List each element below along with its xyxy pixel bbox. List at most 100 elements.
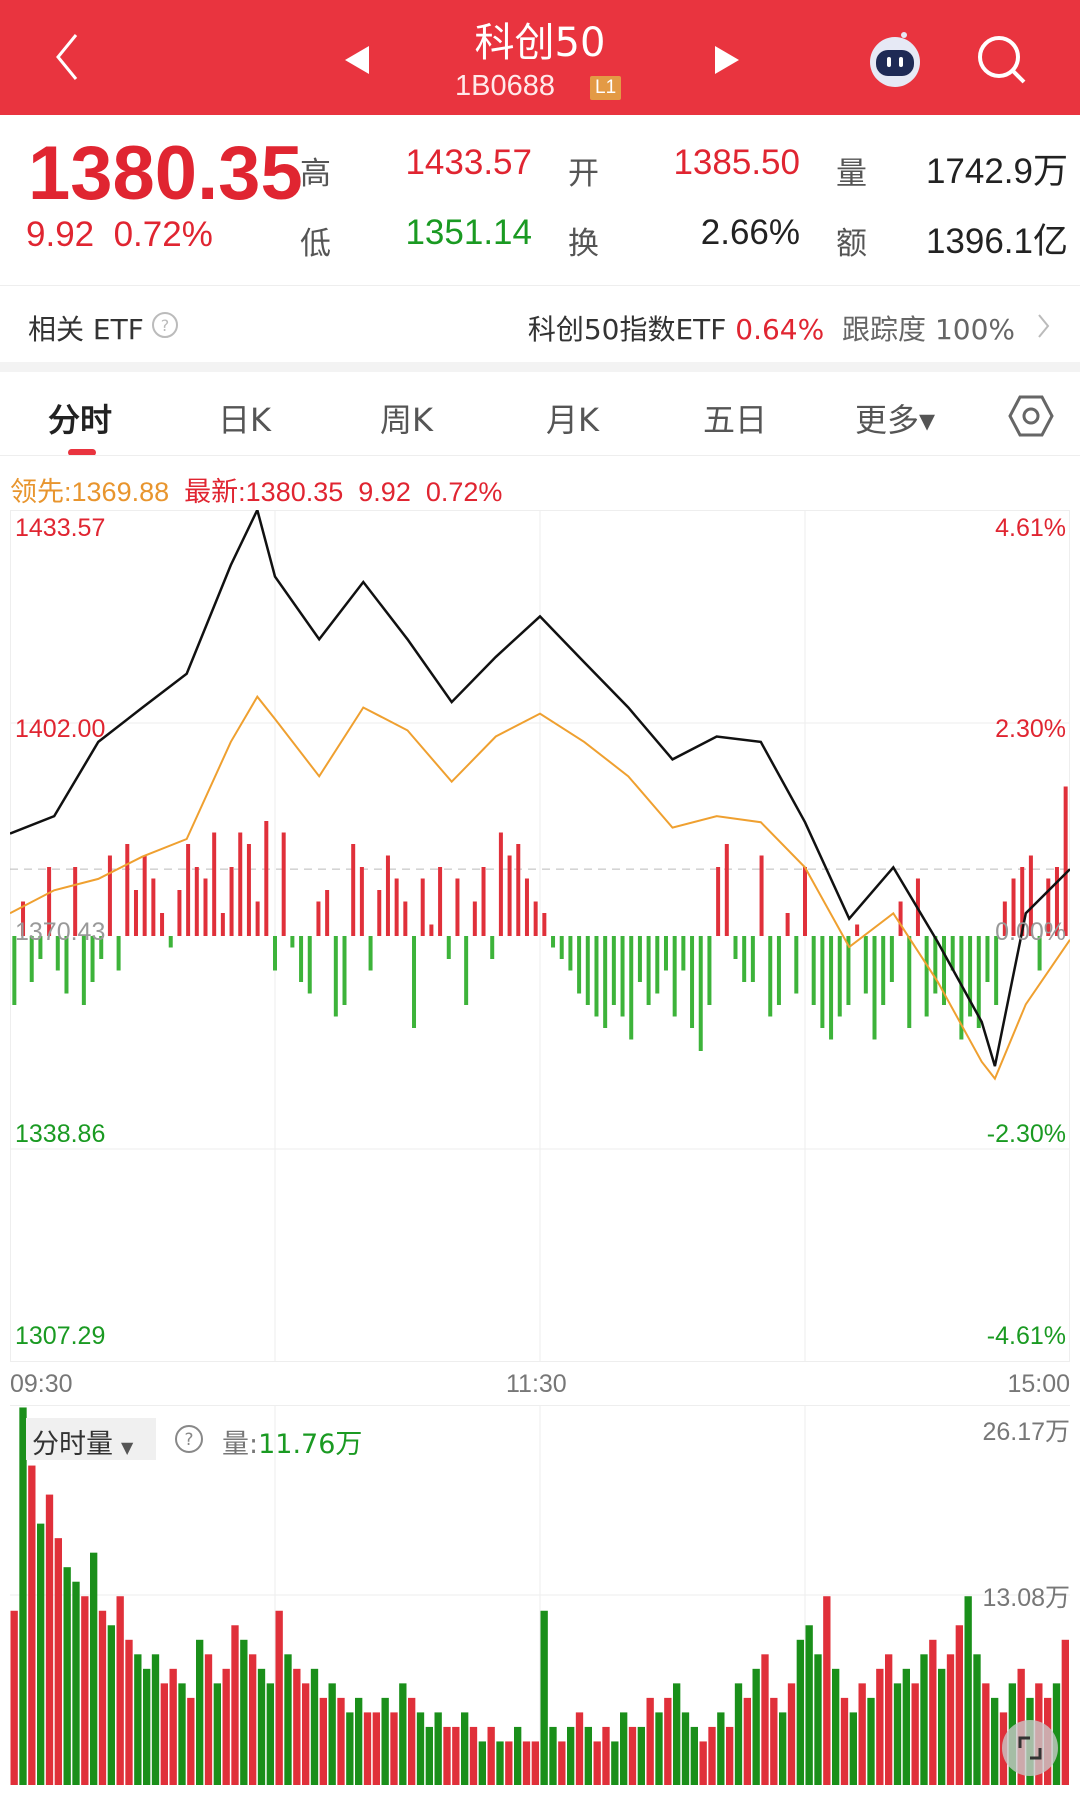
volume-bar (443, 1726, 451, 1785)
indicator-bar (646, 936, 651, 1005)
tracking-label: 跟踪度 (842, 313, 927, 346)
volume-bar (231, 1625, 239, 1785)
indicator-bar (837, 936, 842, 1017)
volume-bar (284, 1654, 292, 1785)
x-tick: 15:00 (1007, 1370, 1070, 1398)
volume-indicator-label: 分时量 (32, 1429, 113, 1460)
active-tab-indicator (68, 449, 96, 456)
volume-bar (779, 1712, 787, 1785)
volume-bar (107, 1625, 115, 1785)
volume-bar (805, 1625, 813, 1785)
chevron-right-icon[interactable] (1036, 312, 1052, 340)
volume-readout-label: 量: (222, 1429, 259, 1460)
lead-line (10, 694, 1070, 1081)
tab-intraday[interactable]: 分时 (48, 401, 113, 439)
volume-bar (796, 1639, 804, 1785)
indicator-bar (881, 936, 886, 1005)
volume-bar (761, 1654, 769, 1785)
volume-bar (637, 1726, 645, 1785)
volume-bar (90, 1552, 98, 1785)
volume-readout: 量:11.76万 (222, 1422, 362, 1461)
volume-bar (408, 1697, 416, 1785)
indicator-bar (707, 936, 712, 1005)
indicator-bar (481, 867, 486, 936)
volume-bar (752, 1668, 760, 1785)
indicator-bar (811, 936, 816, 1005)
x-tick: 11:30 (506, 1370, 567, 1398)
indicator-bar (507, 855, 512, 936)
volume-bar (478, 1741, 486, 1785)
indicator-bar (203, 878, 208, 936)
indicator-bar (212, 832, 217, 936)
level-badge: L1 (590, 76, 622, 100)
indicator-bar (403, 901, 408, 936)
volume-bar (840, 1697, 849, 1785)
etf-name: 科创50指数ETF (527, 313, 727, 346)
etf-link[interactable]: 科创50指数ETF 0.64% 跟踪度 100% (528, 308, 1015, 348)
volume-bar (876, 1668, 884, 1785)
tab-monthly-k[interactable]: 月K (546, 401, 599, 439)
volume-bar (487, 1726, 495, 1785)
indicator-bar (594, 936, 599, 1017)
volume-bar (522, 1741, 531, 1785)
tab-five-day[interactable]: 五日 (703, 401, 768, 439)
section-divider (0, 362, 1080, 372)
indicator-bar (611, 936, 616, 1005)
help-icon[interactable]: ? (172, 1422, 206, 1456)
prev-triangle-icon[interactable] (343, 44, 371, 76)
y-right-tick: 0.00% (995, 918, 1066, 946)
back-arrow-icon[interactable] (52, 32, 82, 82)
indicator-bar (898, 901, 903, 936)
tab-more[interactable]: 更多▾ (855, 401, 936, 439)
tab-daily-k[interactable]: 日K (218, 401, 271, 439)
volume-chart-plot (10, 1405, 1070, 1785)
next-triangle-icon[interactable] (713, 44, 741, 76)
volume-indicator-select[interactable]: 分时量 ▼ (26, 1418, 156, 1460)
divider (0, 455, 1080, 456)
volume-bar (593, 1741, 601, 1785)
indicator-bar (924, 936, 929, 1017)
indicator-bar (933, 936, 938, 994)
volume-bar (770, 1697, 778, 1785)
indicator-bar (985, 936, 990, 982)
search-icon[interactable] (974, 32, 1030, 88)
volume-max-tick: 26.17万 (982, 1418, 1070, 1446)
volume-bar (690, 1726, 698, 1785)
indicator-bar (994, 936, 999, 1005)
indicator-bar (1011, 878, 1016, 936)
help-icon[interactable]: ? (150, 310, 180, 340)
page-title: 科创50 (474, 20, 606, 66)
indicator-bar (742, 936, 747, 982)
y-right-tick: 4.61% (995, 514, 1066, 542)
volume-bar (708, 1726, 716, 1785)
indicator-bar (551, 936, 556, 948)
volume-bar (558, 1741, 566, 1785)
latest-value: 1380.35 (245, 477, 344, 507)
indicator-bar (186, 844, 191, 936)
indicator-bar (1002, 901, 1007, 936)
indicator-bar (368, 936, 373, 971)
price-line (10, 510, 1070, 1067)
fullscreen-button[interactable] (1002, 1720, 1058, 1776)
tab-weekly-k[interactable]: 周K (380, 401, 433, 439)
volume-bar (902, 1668, 910, 1785)
robot-assistant-icon[interactable] (864, 28, 926, 90)
volume-bar (363, 1712, 372, 1785)
indicator-bar (220, 913, 225, 936)
indicator-bar (394, 878, 399, 936)
indicator-bar (142, 855, 147, 936)
lead-label: 领先: (10, 477, 72, 507)
high-label: 高 (300, 156, 331, 192)
indicator-bar (472, 901, 477, 936)
volume-bar (823, 1596, 831, 1785)
volume-bar (787, 1683, 796, 1785)
amount-value: 1396.1亿 (925, 222, 1068, 261)
indicator-bar (21, 901, 26, 936)
settings-gear-icon[interactable] (1008, 393, 1054, 439)
indicator-bar (976, 936, 981, 1028)
related-etf-label: 相关 ETF (28, 313, 144, 346)
volume-bar (72, 1581, 80, 1785)
indicator-bar (238, 832, 243, 936)
indicator-bar (672, 936, 677, 1017)
volume-bar (469, 1726, 478, 1785)
